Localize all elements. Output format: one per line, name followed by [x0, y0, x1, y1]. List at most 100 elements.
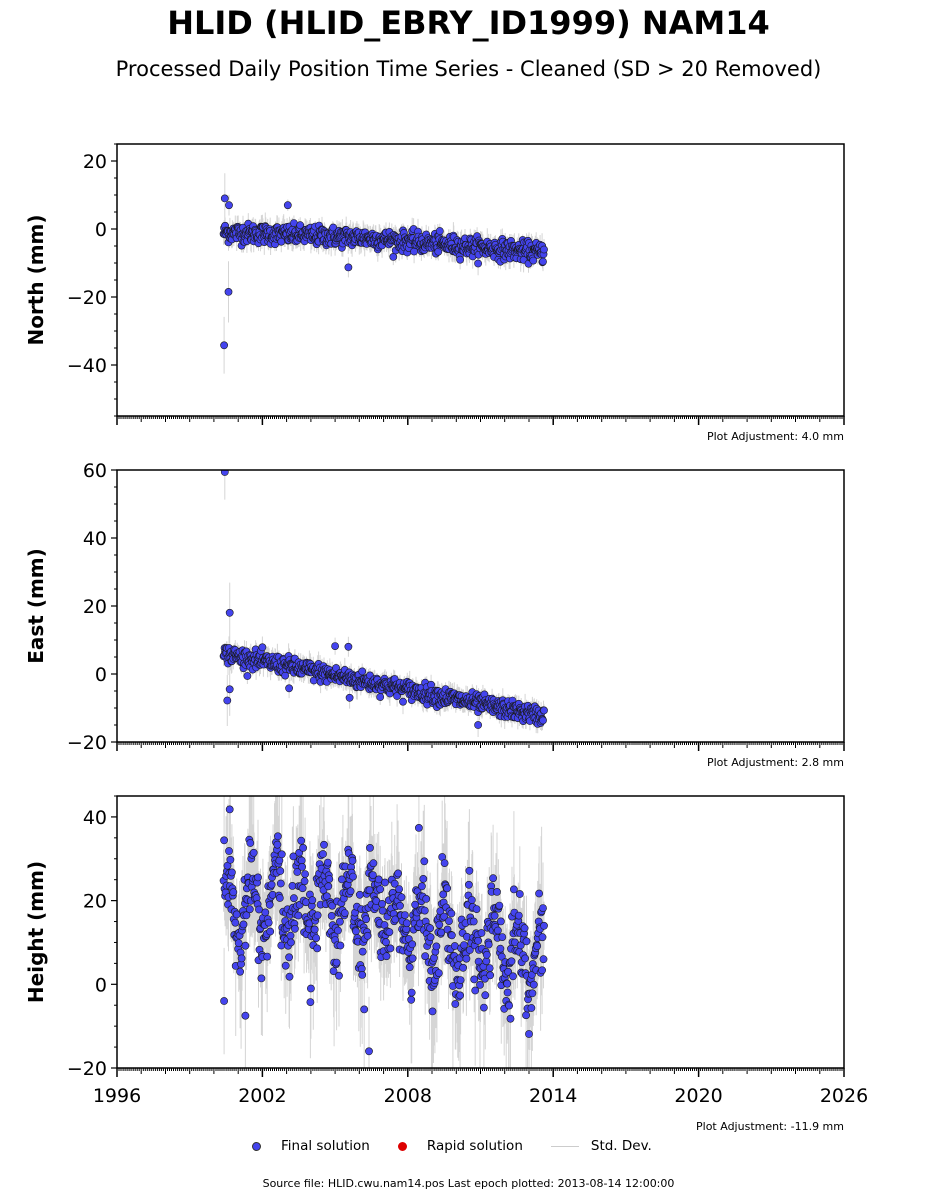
- data-point: [472, 905, 481, 913]
- data-point: [510, 885, 518, 894]
- data-point: [289, 894, 298, 903]
- data-point: [277, 941, 286, 950]
- data-point: [245, 905, 254, 914]
- data-point: [243, 672, 252, 680]
- data-point: [237, 954, 246, 963]
- data-point: [283, 201, 292, 210]
- data-point: [275, 894, 284, 902]
- y-tick-label: 0: [95, 974, 107, 996]
- data-point: [533, 942, 542, 950]
- data-point: [322, 892, 331, 901]
- data-point: [538, 966, 546, 975]
- data-point: [298, 884, 307, 893]
- data-point: [331, 642, 339, 650]
- data-point: [420, 906, 429, 915]
- y-tick-label: −20: [67, 732, 107, 754]
- data-point: [451, 1000, 460, 1008]
- data-point: [226, 855, 235, 864]
- data-point: [399, 697, 407, 706]
- data-point: [225, 805, 234, 814]
- data-point: [264, 918, 273, 927]
- y-tick-label: −40: [67, 355, 107, 377]
- data-point: [335, 971, 343, 980]
- data-point: [382, 952, 391, 961]
- data-point: [440, 912, 448, 921]
- data-point: [365, 886, 374, 895]
- data-point: [258, 643, 267, 652]
- data-point: [294, 911, 303, 920]
- data-point: [506, 1014, 515, 1023]
- data-point: [239, 920, 248, 929]
- data-point: [477, 929, 486, 937]
- data-point: [479, 1003, 488, 1012]
- data-point: [285, 684, 293, 693]
- data-point: [435, 920, 444, 929]
- data-point: [507, 957, 516, 966]
- data-point: [276, 867, 285, 875]
- data-point: [229, 888, 238, 897]
- data-point: [395, 885, 403, 893]
- data-point: [386, 944, 395, 953]
- data-point: [340, 909, 349, 917]
- plot-adjustment-label: Plot Adjustment: -11.9 mm: [696, 1120, 844, 1133]
- data-point: [355, 890, 364, 899]
- data-point: [408, 954, 417, 963]
- data-point: [360, 1005, 369, 1014]
- std-dev-line-icon: [550, 1145, 579, 1147]
- data-point: [527, 1004, 536, 1012]
- data-point: [474, 936, 482, 945]
- data-point: [310, 925, 319, 934]
- data-point: [263, 952, 272, 961]
- legend: Final solution Rapid solution Std. Dev.: [252, 1138, 680, 1154]
- x-minor-ticks: [116, 1068, 845, 1074]
- y-axis-label: North (mm): [24, 214, 48, 345]
- data-point: [443, 884, 451, 893]
- data-point: [445, 917, 453, 925]
- data-point: [376, 693, 385, 701]
- data-point: [503, 988, 512, 997]
- data-point: [407, 995, 416, 1004]
- data-point: [393, 692, 401, 700]
- y-tick-label: 60: [83, 460, 107, 482]
- data-point: [417, 882, 426, 891]
- data-point: [426, 933, 435, 942]
- data-point: [325, 875, 334, 883]
- data-point: [538, 933, 547, 942]
- data-point: [319, 850, 327, 858]
- data-point: [539, 716, 547, 725]
- x-tick-label: 2008: [384, 1085, 432, 1107]
- legend-item-std: Std. Dev.: [550, 1138, 652, 1154]
- data-point: [358, 971, 367, 979]
- data-point: [293, 868, 302, 876]
- data-point: [405, 963, 414, 972]
- data-point: [471, 986, 480, 995]
- x-tick-label: 2014: [529, 1085, 577, 1107]
- data-point: [255, 905, 263, 914]
- data-point: [539, 955, 548, 964]
- data-point: [489, 874, 497, 883]
- data-point: [382, 938, 390, 947]
- y-tick-label: 40: [83, 528, 107, 550]
- y-tick-label: −20: [67, 287, 107, 309]
- data-point: [447, 909, 456, 918]
- data-point: [490, 911, 499, 920]
- data-point: [220, 470, 229, 476]
- data-point: [242, 911, 251, 920]
- data-point: [335, 917, 344, 926]
- data-point: [419, 875, 428, 883]
- data-point: [254, 873, 262, 882]
- data-point: [481, 991, 490, 1000]
- data-point: [267, 880, 276, 889]
- data-point: [435, 227, 444, 235]
- data-point: [348, 856, 357, 865]
- data-point: [420, 857, 429, 866]
- data-point: [285, 972, 294, 981]
- rapid-solution-marker-icon: [397, 1141, 407, 1151]
- data-point: [421, 952, 430, 961]
- data-point: [422, 895, 431, 903]
- data-point: [484, 940, 493, 949]
- data-point: [402, 919, 411, 928]
- data-point: [486, 971, 495, 980]
- data-point: [539, 904, 547, 912]
- y-tick-label: 20: [83, 891, 107, 913]
